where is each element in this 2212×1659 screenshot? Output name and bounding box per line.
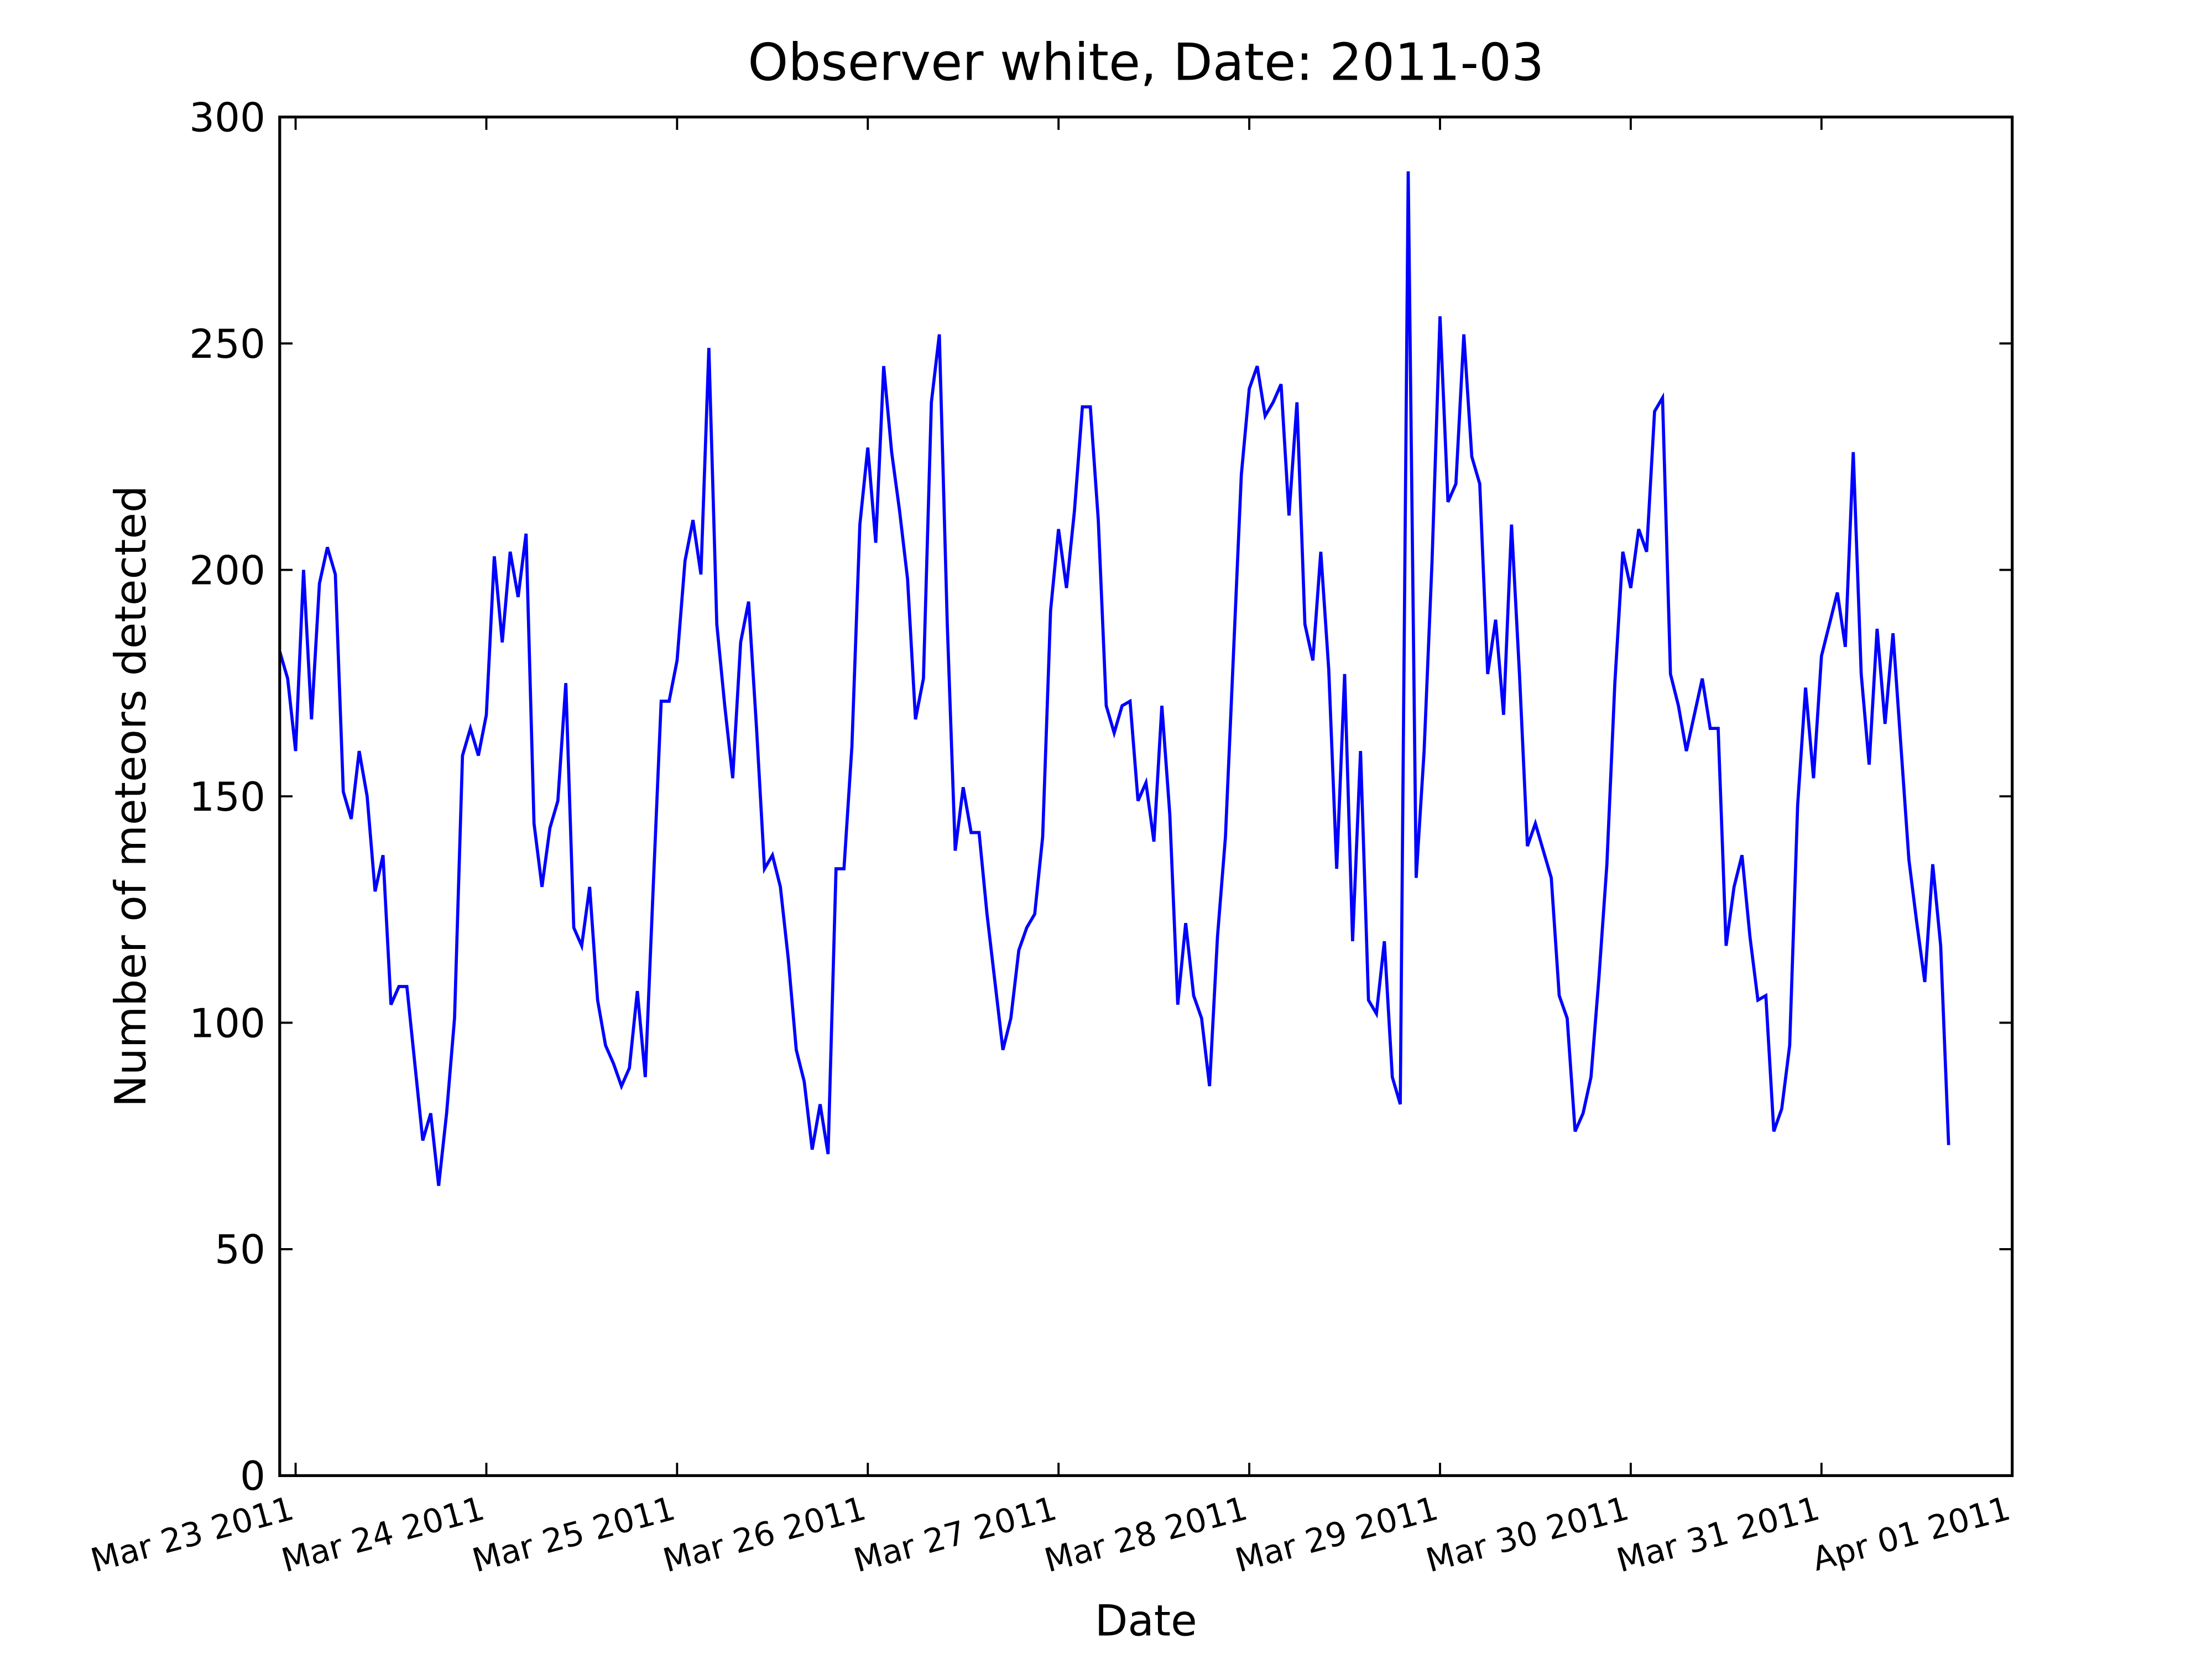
y-tick-label: 300 xyxy=(189,95,265,141)
y-tick-label: 50 xyxy=(215,1227,265,1274)
y-axis-label: Number of meteors detected xyxy=(106,486,156,1107)
y-tick-label: 150 xyxy=(189,774,265,821)
y-tick-label: 100 xyxy=(189,1000,265,1047)
y-tick-label: 250 xyxy=(189,321,265,368)
plot-frame xyxy=(278,116,2014,1477)
y-tick-label: 0 xyxy=(240,1453,265,1500)
y-tick-label: 200 xyxy=(189,547,265,594)
data-line xyxy=(278,171,1950,1186)
chart-title: Observer white, Date: 2011-03 xyxy=(748,33,1544,92)
x-axis-label: Date xyxy=(1095,1596,1197,1646)
